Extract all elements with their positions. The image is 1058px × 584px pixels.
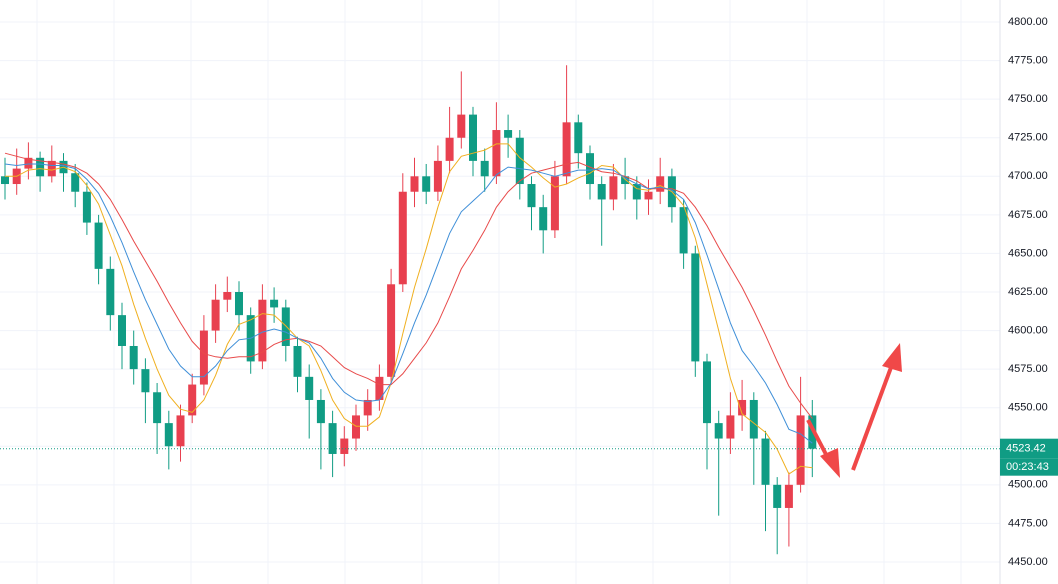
candle-body (293, 345, 302, 377)
candle-body (188, 384, 197, 416)
candle-body (305, 376, 314, 400)
candle-body (129, 345, 138, 370)
candle-body (492, 130, 501, 177)
candle-body (656, 176, 665, 192)
candle-body (726, 415, 735, 439)
grid (0, 0, 1000, 584)
candle-body (422, 176, 431, 192)
candle-body (82, 191, 91, 223)
candle-body (71, 173, 80, 192)
plot (1, 65, 817, 555)
candle-body (691, 253, 700, 362)
y-tick-label: 4500.00 (1008, 479, 1048, 491)
annotation-arrows (806, 343, 902, 478)
candle-body (24, 157, 33, 169)
arrow-head (882, 343, 902, 372)
candle-body (164, 423, 173, 447)
candle-body (749, 399, 758, 439)
candle-body (352, 415, 360, 439)
candle-body (609, 176, 618, 200)
candle-body (199, 330, 208, 385)
candle-body (1, 176, 9, 185)
candle-body (176, 415, 185, 447)
candle-body (621, 176, 630, 185)
candle-body (235, 292, 243, 316)
y-tick-label: 4550.00 (1008, 402, 1048, 414)
candle-body (632, 184, 641, 200)
candle-body (387, 284, 396, 377)
y-tick-label: 4650.00 (1008, 247, 1048, 259)
candle-body (586, 153, 594, 185)
candle-body (258, 299, 267, 362)
candle-body (480, 160, 489, 177)
y-tick-label: 4750.00 (1008, 93, 1048, 105)
candle-body (270, 299, 279, 308)
candle-body (47, 160, 56, 177)
candle-body (539, 207, 548, 231)
moving-average-line (4, 163, 813, 444)
countdown-box (1000, 458, 1058, 476)
y-tick-label: 4675.00 (1008, 209, 1048, 221)
candle-body (281, 307, 290, 346)
candle-body (738, 399, 747, 416)
candle-body (106, 268, 115, 316)
y-tick-label: 4700.00 (1008, 170, 1048, 182)
countdown-label: 00:23:43 (1006, 461, 1049, 473)
last-price-label: 4523.42 (1006, 443, 1046, 455)
candle-body (597, 184, 606, 200)
candle-body (316, 399, 325, 424)
y-tick-label: 4450.00 (1008, 556, 1048, 568)
candle-body (527, 184, 536, 208)
candle-body (784, 484, 793, 508)
candle-body (211, 299, 220, 331)
candle-body (94, 222, 103, 269)
candle-body (433, 160, 442, 192)
candle-body (679, 207, 688, 254)
candle-body (703, 361, 711, 424)
candle-body (141, 369, 150, 393)
candle-body (469, 114, 477, 161)
candle-body (550, 176, 559, 231)
candle-body (574, 122, 583, 154)
candle-body (153, 392, 162, 424)
candle-body (796, 415, 805, 485)
candle-body (457, 114, 466, 138)
candle-body (504, 130, 513, 138)
y-tick-label: 4475.00 (1008, 517, 1048, 529)
candle-body (398, 191, 407, 285)
arrow-head (820, 448, 840, 478)
moving-average-line (5, 143, 813, 475)
candle-body (644, 191, 653, 200)
candle-body (363, 399, 372, 416)
y-tick-label: 4725.00 (1008, 132, 1048, 144)
candle-body (118, 315, 126, 346)
candle-body (445, 137, 454, 161)
y-tick-label: 4575.00 (1008, 363, 1048, 375)
candle-body (340, 438, 349, 454)
candle-body (36, 157, 45, 177)
candle-body (761, 438, 770, 485)
y-tick-label: 4775.00 (1008, 55, 1048, 67)
y-tick-label: 4625.00 (1008, 286, 1048, 298)
candle-body (328, 423, 337, 454)
arrow-up (851, 361, 895, 471)
y-tick-label: 4600.00 (1008, 324, 1048, 336)
moving-average-line (4, 152, 813, 419)
candle-body (562, 122, 571, 177)
candle-body (410, 176, 419, 192)
y-tick-label: 4800.00 (1008, 16, 1048, 28)
candle-body (714, 423, 723, 439)
candle-body (515, 137, 524, 185)
candle-body (773, 484, 782, 508)
candle-body (375, 376, 384, 400)
last-price-box (1000, 438, 1058, 459)
candle-body (223, 292, 232, 300)
